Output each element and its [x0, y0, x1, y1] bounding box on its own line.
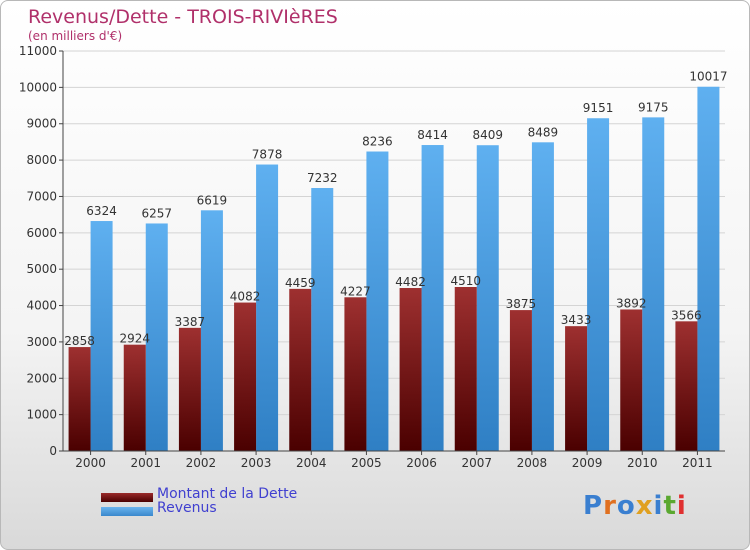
bar-debt [289, 288, 312, 451]
data-label-debt: 4482 [395, 275, 426, 289]
legend-swatch-debt [101, 493, 153, 502]
legend-label-debt: Montant de la Dette [157, 486, 298, 502]
chart-title: Revenus/Dette - TROIS-RIVIèRES [28, 6, 338, 28]
bar-debt [620, 309, 643, 451]
data-label-debt: 4459 [285, 276, 316, 290]
data-label-revenue: 7878 [252, 148, 283, 162]
x-tick-label: 2001 [130, 456, 161, 470]
x-tick-label: 2000 [75, 456, 106, 470]
bar-debt [399, 288, 422, 451]
data-label-revenue: 9151 [583, 101, 614, 115]
y-tick-label: 9000 [26, 117, 57, 131]
y-tick-label: 10000 [19, 80, 57, 94]
y-tick-label: 1000 [26, 408, 57, 422]
bar-revenue [587, 118, 610, 452]
data-label-debt: 4510 [450, 274, 481, 288]
y-tick-label: 4000 [26, 299, 57, 313]
x-tick-label: 2003 [241, 456, 272, 470]
data-label-debt: 3433 [561, 313, 592, 327]
data-label-debt: 3875 [506, 297, 537, 311]
proxiti-logo: Proxiti [583, 491, 687, 521]
data-label-revenue: 8409 [472, 128, 503, 142]
data-label-revenue: 9175 [638, 100, 669, 114]
bar-revenue [697, 86, 720, 451]
bar-revenue [145, 223, 168, 451]
bar-debt [234, 302, 257, 451]
bar-debt [123, 344, 146, 451]
bar-debt [509, 310, 532, 451]
x-tick-label: 2008 [517, 456, 548, 470]
data-label-debt: 4082 [230, 290, 261, 304]
data-label-revenue: 6619 [197, 193, 228, 207]
data-label-revenue: 6324 [86, 204, 117, 218]
chart-subtitle: (en milliers d'€) [28, 29, 123, 43]
bar-debt [344, 297, 367, 451]
data-label-debt: 2858 [64, 334, 95, 348]
bar-debt [178, 327, 201, 451]
bar-debt [68, 347, 91, 451]
y-tick-label: 11000 [19, 44, 57, 58]
data-label-debt: 2924 [119, 332, 150, 346]
y-tick-label: 0 [49, 444, 57, 458]
x-tick-label: 2011 [682, 456, 713, 470]
bar-revenue [476, 145, 499, 451]
y-tick-label: 7000 [26, 189, 57, 203]
y-tick-label: 3000 [26, 335, 57, 349]
bar-debt [675, 321, 698, 451]
bar-revenue [531, 142, 554, 452]
bar-revenue [90, 221, 113, 451]
x-tick-label: 2010 [627, 456, 658, 470]
bar-revenue [642, 117, 665, 451]
data-label-debt: 3387 [175, 315, 206, 329]
data-label-debt: 3566 [671, 308, 702, 322]
data-label-revenue: 10017 [689, 70, 727, 84]
bar-debt [454, 287, 477, 451]
bar-revenue [421, 145, 444, 451]
x-tick-label: 2009 [572, 456, 603, 470]
bar-revenue [256, 164, 279, 451]
bar-revenue [311, 188, 334, 451]
data-label-debt: 3892 [616, 296, 647, 310]
y-tick-label: 6000 [26, 226, 57, 240]
data-label-debt: 4227 [340, 284, 371, 298]
y-tick-label: 5000 [26, 262, 57, 276]
bar-revenue [366, 151, 389, 451]
data-label-revenue: 6257 [141, 206, 172, 220]
bar-debt [565, 326, 588, 451]
x-tick-label: 2006 [406, 456, 437, 470]
x-tick-label: 2007 [461, 456, 492, 470]
x-tick-label: 2005 [351, 456, 382, 470]
legend-label-revenue: Revenus [157, 500, 217, 516]
y-tick-label: 8000 [26, 153, 57, 167]
y-tick-label: 2000 [26, 371, 57, 385]
x-tick-label: 2004 [296, 456, 327, 470]
data-label-revenue: 8414 [417, 128, 448, 142]
data-label-revenue: 8236 [362, 135, 393, 149]
x-tick-label: 2002 [186, 456, 217, 470]
bar-revenue [200, 210, 223, 451]
legend-swatch-revenue [101, 507, 153, 516]
data-label-revenue: 8489 [528, 125, 559, 139]
data-label-revenue: 7232 [307, 171, 338, 185]
